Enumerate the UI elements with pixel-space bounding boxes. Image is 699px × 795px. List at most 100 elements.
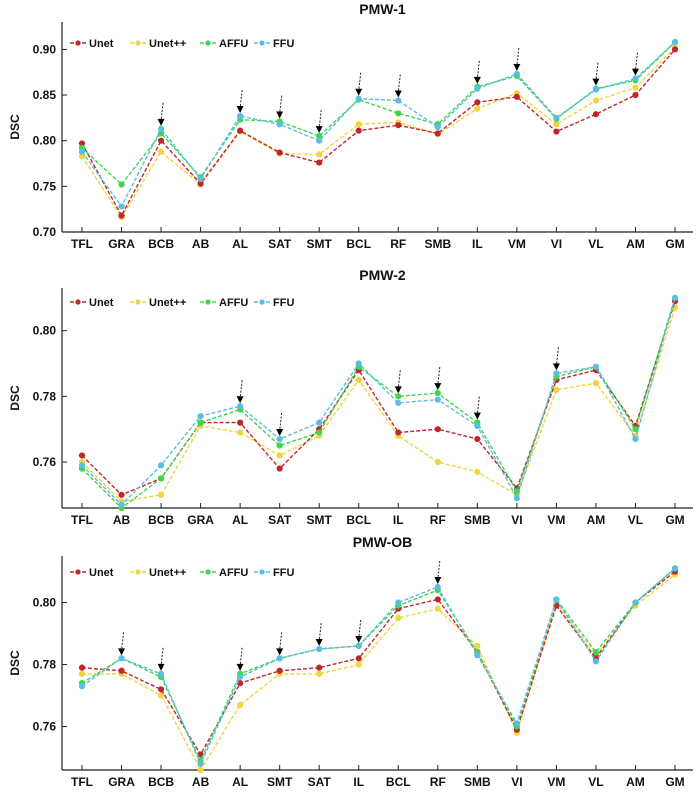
data-point-ffu xyxy=(157,125,165,132)
data-point-unet xyxy=(395,122,402,129)
improvement-arrow xyxy=(355,72,363,96)
series-line-affu xyxy=(81,41,676,186)
arrow-shaft xyxy=(476,396,480,415)
x-tick-label: VI xyxy=(551,237,562,251)
data-point-unetplusplus xyxy=(434,605,441,612)
data-point-ffu xyxy=(395,97,402,104)
x-tick-label: VL xyxy=(628,513,643,527)
data-point-unet xyxy=(474,99,481,106)
data-point-unet xyxy=(237,127,244,134)
data-point-unetplusplus xyxy=(276,452,283,459)
data-point-ffu xyxy=(197,412,204,420)
improvement-arrow xyxy=(394,74,402,98)
arrow-shaft xyxy=(595,62,599,81)
arrow-head xyxy=(434,577,442,585)
data-point-ffu xyxy=(553,370,560,377)
data-point-unetplusplus xyxy=(237,701,244,708)
x-tick-label: VI xyxy=(511,775,522,789)
data-point-ffu xyxy=(513,720,520,727)
improvement-arrow xyxy=(473,60,481,84)
data-point-ffu xyxy=(434,583,441,591)
legend-swatch-dot-unetplusplus xyxy=(135,569,141,575)
data-point-affu xyxy=(118,181,125,188)
chart-panel-pmw-2: PMW-2 DSC 0.76 0.78 0.80 TFL AB BCB GRA AL SAT SMT B… xyxy=(8,267,693,527)
series-line-ffu xyxy=(81,297,676,506)
data-point-unetplusplus xyxy=(632,84,639,91)
x-tick-label: BCB xyxy=(148,237,174,251)
improvement-arrow xyxy=(118,632,126,656)
arrow-shaft xyxy=(358,619,362,638)
data-point-ffu xyxy=(316,419,323,426)
data-point-affu xyxy=(395,110,402,117)
arrow-head xyxy=(276,429,284,437)
arrow-shaft xyxy=(634,52,638,71)
arrow-head xyxy=(276,111,284,119)
x-tick-label: SMT xyxy=(267,775,293,789)
x-tick-label: SMB xyxy=(464,513,491,527)
y-tick-label: 0.76 xyxy=(33,720,57,734)
data-point-affu xyxy=(276,442,283,449)
data-point-affu xyxy=(157,475,165,482)
data-point-affu xyxy=(395,393,402,400)
data-point-unet xyxy=(355,655,362,662)
series-line-unet xyxy=(81,300,676,496)
data-point-unet xyxy=(434,130,441,137)
legend-swatch-dot-unet xyxy=(75,40,81,46)
data-point-affu xyxy=(434,389,441,397)
x-tick-label: RF xyxy=(390,237,406,251)
series-line-ffu xyxy=(81,41,676,208)
data-point-unetplusplus xyxy=(434,458,441,466)
series-line-unetplusplus xyxy=(81,47,676,219)
data-point-unet xyxy=(276,667,283,674)
arrow-shaft xyxy=(279,95,283,114)
data-point-unet xyxy=(276,465,283,472)
x-tick-label: TFL xyxy=(71,775,93,789)
y-tick-label: 0.76 xyxy=(33,455,57,469)
series-line-ffu xyxy=(81,567,676,766)
improvement-arrow xyxy=(473,396,481,420)
data-point-unet xyxy=(434,596,441,603)
arrow-head xyxy=(157,663,165,671)
improvement-arrow xyxy=(552,347,560,371)
arrow-shaft xyxy=(239,380,243,399)
x-tick-label: IL xyxy=(472,237,483,251)
data-point-unet xyxy=(118,667,125,674)
legend-swatch-dot-affu xyxy=(205,40,211,46)
series-line-unetplusplus xyxy=(81,307,676,503)
data-point-ffu xyxy=(592,363,600,370)
x-tick-label: SMT xyxy=(307,237,333,251)
arrow-head xyxy=(236,663,244,671)
x-tick-label: SAT xyxy=(308,775,332,789)
data-point-ffu xyxy=(592,86,600,93)
data-point-unet xyxy=(78,452,86,459)
x-tick-label: BCL xyxy=(346,513,371,527)
arrow-shaft xyxy=(397,74,401,93)
arrow-head xyxy=(473,76,481,84)
improvement-arrow xyxy=(315,110,323,134)
data-point-affu xyxy=(197,419,204,426)
data-point-ffu xyxy=(632,599,639,606)
data-point-unetplusplus xyxy=(157,148,165,155)
arrow-shaft xyxy=(437,367,441,386)
data-point-ffu xyxy=(276,655,283,662)
data-point-ffu xyxy=(553,596,560,603)
y-axis-label: DSC xyxy=(8,650,22,676)
data-point-ffu xyxy=(316,645,323,653)
series-line-affu xyxy=(81,567,676,763)
y-tick-label: 0.70 xyxy=(33,225,57,239)
arrow-head xyxy=(473,412,481,420)
legend-label-affu: AFFU xyxy=(219,38,248,50)
data-point-ffu xyxy=(78,683,86,690)
data-point-unet xyxy=(118,212,125,219)
x-tick-label: AM xyxy=(587,513,606,527)
data-point-unet xyxy=(434,426,441,433)
data-point-ffu xyxy=(157,670,165,677)
chart-title: PMW-2 xyxy=(359,267,406,283)
legend-swatch-dot-unetplusplus xyxy=(135,299,141,305)
arrow-head xyxy=(118,648,126,656)
data-point-affu xyxy=(316,429,323,436)
data-point-unet xyxy=(276,149,283,156)
data-point-unet xyxy=(237,419,244,426)
x-tick-label: SAT xyxy=(268,237,292,251)
